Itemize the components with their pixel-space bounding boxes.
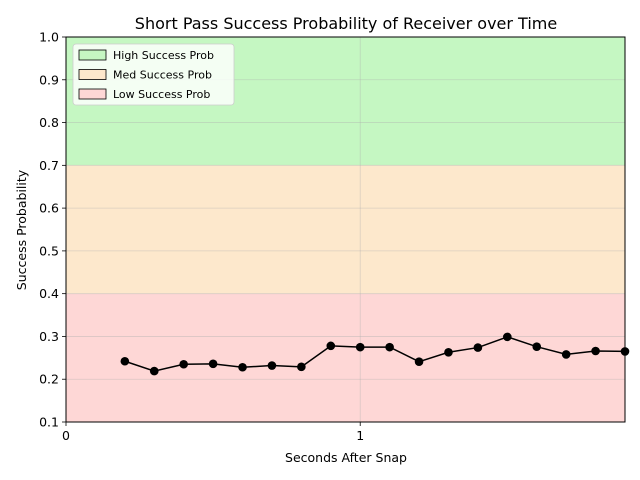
- data-point: [532, 342, 542, 352]
- data-point: [355, 342, 365, 352]
- data-point: [473, 343, 483, 352]
- legend-swatch: [78, 49, 107, 61]
- x-tick-label: 0: [62, 428, 70, 443]
- axis-ticks: 0.1 0.2 0.3 0.4 0.5 0.6 0.7 0.8 0.9 1.0 0 1: [39, 30, 364, 444]
- data-point: [326, 341, 336, 351]
- y-tick-label: 0.5: [39, 243, 59, 258]
- data-point: [179, 359, 188, 369]
- data-point: [444, 347, 453, 357]
- series-line-0: [124, 336, 626, 372]
- data-point: [297, 362, 306, 372]
- data-point: [238, 362, 247, 372]
- y-tick-label: 1.0: [39, 30, 59, 45]
- legend-label: High Success Prob: [113, 49, 214, 62]
- plot-frame: [65, 36, 626, 423]
- band-2: [66, 293, 625, 422]
- y-tick-label: 0.7: [39, 158, 59, 173]
- legend-frame: [72, 43, 235, 106]
- y-tick-label: 0.4: [39, 286, 59, 301]
- data-point: [414, 357, 424, 366]
- y-tick-label: 0.6: [39, 201, 59, 216]
- data-point: [120, 356, 130, 366]
- y-tick-label: 0.2: [39, 372, 59, 387]
- legend-swatch: [78, 88, 107, 100]
- x-axis-label: Seconds After Snap: [285, 450, 407, 465]
- legend-label: Med Success Prob: [113, 69, 212, 82]
- y-tick-label: 0.1: [39, 415, 59, 430]
- data-point: [385, 342, 394, 352]
- data-point: [591, 346, 600, 356]
- y-tick-label: 0.8: [39, 115, 59, 130]
- data-point: [149, 366, 159, 376]
- data-point: [561, 350, 571, 359]
- x-tick-label: 1: [356, 428, 364, 443]
- y-tick-label: 0.9: [39, 72, 59, 87]
- band-1: [66, 165, 625, 294]
- chart-title: Short Pass Success Probability of Receiv…: [135, 14, 557, 33]
- data-point: [503, 332, 512, 342]
- legend-swatch: [78, 69, 107, 80]
- y-axis-label: Success Probability: [14, 169, 29, 290]
- y-tick-label: 0.3: [39, 329, 59, 344]
- probability-bands: [66, 37, 625, 422]
- data-point: [208, 359, 218, 369]
- legend-label: Low Success Prob: [113, 88, 210, 101]
- data-point: [267, 361, 277, 370]
- legend: High Success Prob Med Success Prob Low Suc…: [72, 43, 235, 106]
